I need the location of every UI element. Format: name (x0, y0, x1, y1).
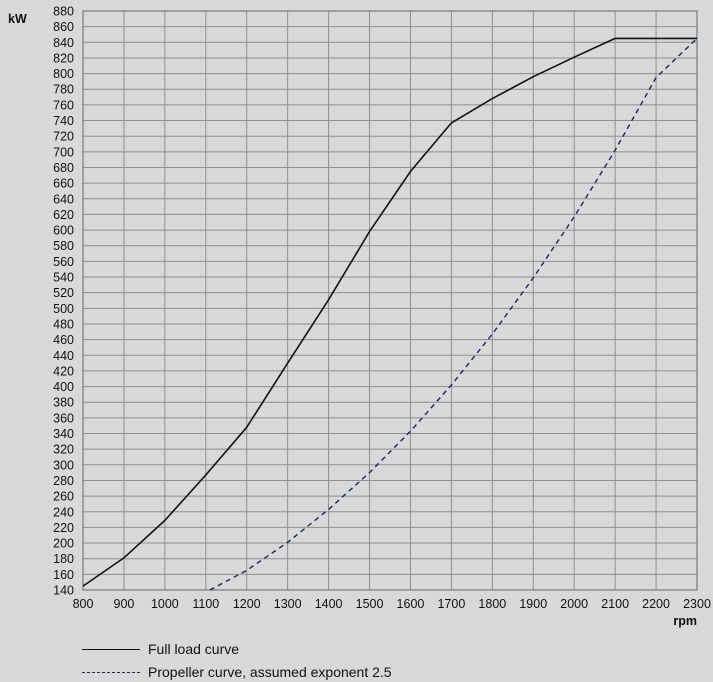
y-tick-label: 760 (53, 98, 74, 112)
y-tick-label: 680 (53, 161, 74, 175)
y-tick-label: 200 (53, 537, 74, 551)
x-tick-labels: 800 900 1000 1100 1200 1300 1400 1500 1600 1700 18… (73, 597, 711, 611)
plot-border (82, 10, 698, 591)
y-tick-label: 640 (53, 192, 74, 206)
y-tick-label: 540 (53, 271, 74, 285)
x-tick-label: 1100 (192, 597, 219, 611)
x-tick-label: 2100 (601, 597, 629, 611)
plot-area (83, 11, 697, 590)
x-tick-label: 2300 (683, 597, 711, 611)
y-tick-label: 720 (53, 130, 74, 144)
y-tick-label: 400 (53, 380, 74, 394)
y-tick-label: 880 (53, 5, 74, 19)
y-tick-label: 840 (53, 36, 74, 50)
x-tick-label: 1300 (274, 597, 302, 611)
y-tick-label: 280 (53, 474, 74, 488)
legend-item-full-load: Full load curve (82, 641, 239, 657)
x-tick-label: 1800 (478, 597, 506, 611)
y-tick-label: 500 (53, 302, 74, 316)
x-tick-label: 1400 (315, 597, 343, 611)
y-tick-label: 780 (53, 83, 74, 97)
y-axis-unit: kW (8, 12, 27, 26)
x-tick-label: 2200 (642, 597, 670, 611)
y-tick-label: 520 (53, 286, 74, 300)
series-line-full-load (82, 37, 697, 587)
grid (82, 10, 698, 591)
series-group (82, 37, 698, 591)
x-tick-label: 1700 (437, 597, 465, 611)
y-tick-label: 340 (53, 427, 74, 441)
x-axis-unit: rpm (673, 614, 697, 628)
x-tick-label: 1500 (356, 597, 384, 611)
x-tick-label: 2000 (560, 597, 588, 611)
y-tick-label: 260 (53, 490, 74, 504)
y-tick-label: 220 (53, 521, 74, 535)
x-tick-label: 900 (114, 597, 135, 611)
y-tick-label: 700 (53, 145, 74, 159)
x-tick-label: 1200 (233, 597, 261, 611)
y-tick-label: 860 (53, 20, 74, 34)
y-tick-label: 660 (53, 177, 74, 191)
x-tick-label: 1900 (519, 597, 547, 611)
series-line-propeller (209, 37, 698, 591)
y-tick-label: 140 (53, 584, 74, 598)
y-tick-label: 420 (53, 364, 74, 378)
x-tick-label: 1600 (397, 597, 425, 611)
y-tick-label: 820 (53, 51, 74, 65)
legend-solid-line-swatch (82, 642, 140, 656)
y-tick-label: 800 (53, 67, 74, 81)
y-tick-label: 440 (53, 349, 74, 363)
y-tick-label: 600 (53, 224, 74, 238)
y-tick-label: 300 (53, 458, 74, 472)
y-tick-label: 160 (53, 568, 74, 582)
y-tick-label: 380 (53, 396, 74, 410)
y-tick-label: 320 (53, 443, 74, 457)
x-tick-label: 1000 (151, 597, 179, 611)
y-tick-label: 560 (53, 255, 74, 269)
legend-label-full-load: Full load curve (148, 641, 240, 657)
y-tick-label: 480 (53, 317, 74, 331)
y-tick-label: 620 (53, 208, 74, 222)
y-tick-label: 580 (53, 239, 74, 253)
y-tick-label: 460 (53, 333, 74, 347)
x-tick-label: 800 (73, 597, 94, 611)
legend-label-propeller: Propeller curve, assumed exponent 2.5 (148, 664, 392, 680)
legend-item-propeller: Propeller curve, assumed exponent 2.5 (82, 664, 392, 680)
y-tick-label: 180 (53, 552, 74, 566)
legend-dashed-line-swatch (82, 665, 140, 679)
y-tick-label: 240 (53, 505, 74, 519)
y-tick-label: 740 (53, 114, 74, 128)
y-tick-label: 360 (53, 411, 74, 425)
